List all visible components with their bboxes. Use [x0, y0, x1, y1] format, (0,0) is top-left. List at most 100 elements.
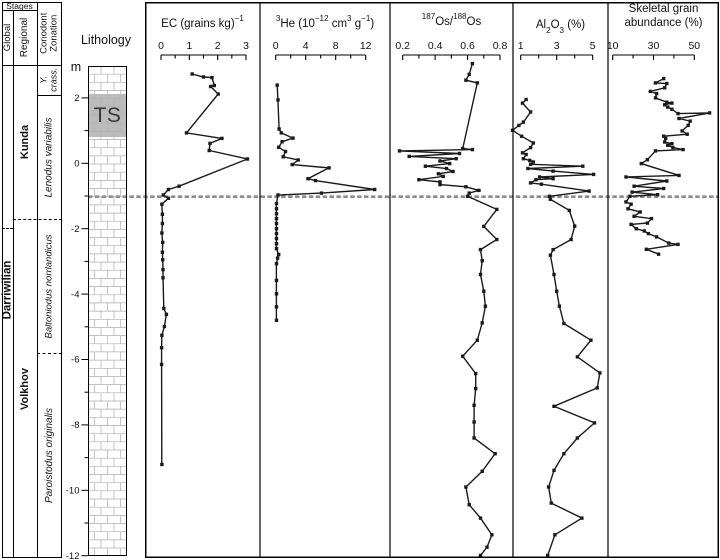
al2o3-data-point — [575, 436, 580, 440]
os-data-point — [495, 207, 499, 212]
he-title-part: ) — [370, 17, 375, 30]
skeletal-title-part: abundance (%) — [624, 17, 703, 30]
al2o3-title-part: 2 — [546, 25, 551, 35]
os-tick-label: 0.4 — [428, 40, 443, 52]
skeletal-data-point — [655, 193, 660, 197]
al2o3-title-part: (%) — [564, 19, 586, 31]
skeletal-data-point — [676, 111, 680, 116]
al2o3-data-point — [587, 189, 591, 193]
al2o3-title-part: O — [550, 19, 560, 31]
he-data-point — [275, 256, 280, 260]
ec-tick-label: 3 — [243, 40, 249, 52]
al2o3-data-point — [520, 101, 525, 105]
os-data-point — [464, 185, 468, 189]
al2o3-data-point — [537, 175, 542, 179]
regional-stage-kunda: Kunda — [13, 65, 36, 219]
kunda-label: Kunda — [18, 124, 31, 160]
al2o3-data-point — [539, 182, 544, 186]
he-data-point — [296, 158, 300, 162]
ec-data-point — [207, 148, 211, 153]
os-data-point — [464, 78, 468, 82]
os-data-point — [438, 182, 442, 187]
he-curve — [274, 83, 377, 322]
ec-tick-label: 1 — [186, 40, 192, 52]
os-data-point — [493, 452, 497, 456]
os-data-point — [467, 72, 471, 77]
al2o3-data-point — [575, 355, 580, 359]
al2o3-data-point — [573, 224, 577, 228]
he-title-part: −12 — [314, 14, 329, 24]
os-data-point — [472, 420, 476, 424]
global-stage-darriwilian: Darriwilian — [2, 230, 14, 350]
ts-label: TS — [93, 103, 122, 127]
skeletal-data-point — [662, 186, 666, 191]
he-data-point — [274, 207, 279, 211]
he-axis: 0 4 8 12 — [273, 40, 372, 60]
he-tick-label: 8 — [333, 40, 339, 52]
os-data-point — [485, 545, 489, 549]
skeletal-data-point — [654, 235, 659, 239]
os-data-point — [451, 169, 455, 174]
ec-data-point — [160, 212, 165, 216]
ec-data-point — [161, 276, 165, 280]
ec-data-point — [184, 131, 189, 135]
he-data-point — [275, 83, 279, 87]
os-data-point — [480, 469, 484, 473]
depth-tick-label: -2 — [71, 224, 79, 235]
he-data-point — [274, 262, 279, 266]
al2o3-data-point — [528, 162, 533, 166]
skeletal-data-point — [670, 107, 674, 111]
os-data-point — [478, 272, 483, 277]
ec-tick-label: 0 — [158, 40, 164, 52]
he-data-point — [274, 278, 279, 283]
os-data-point — [475, 338, 479, 342]
skeletal-data-point — [666, 105, 670, 109]
os-data-point — [495, 237, 499, 242]
skeletal-data-point — [671, 145, 675, 150]
global-header-label: Global — [2, 23, 14, 52]
ec-data-point — [161, 258, 165, 262]
skeletal-data-point — [653, 96, 658, 100]
he-data-point — [274, 305, 279, 309]
skeletal-axis: 10 30 50 — [607, 40, 700, 60]
he-title-part: −1 — [361, 14, 371, 24]
skeletal-data-point — [646, 231, 651, 236]
he-data-point — [327, 166, 331, 170]
os-data-point — [472, 403, 476, 407]
ec-data-point — [160, 231, 164, 235]
he-data-point — [319, 191, 324, 195]
norrlandicus-label: Baltoniodus norrlandicus — [44, 233, 56, 339]
ec-data-point — [160, 221, 165, 226]
os-data-point — [480, 259, 484, 263]
os-data-point — [454, 157, 458, 161]
depth-tick-label: 0 — [74, 159, 79, 170]
al2o3-title-part: 3 — [559, 25, 565, 35]
os-data-point — [475, 81, 479, 85]
ec-data-point — [166, 196, 171, 200]
ec-data-point — [160, 250, 165, 254]
al2o3-data-point — [562, 452, 566, 456]
he-title-part: g — [351, 17, 362, 30]
os-axis: 0.2 0.4 0.6 0.8 — [395, 40, 507, 60]
skeletal-data-point — [665, 179, 669, 183]
ec-data-point — [160, 462, 164, 467]
depth-tick-label: -4 — [71, 289, 79, 300]
skeletal-data-point — [645, 221, 650, 225]
he-data-point — [306, 177, 310, 181]
al2o3-title: Al2O3 (%) — [486, 18, 636, 35]
skeletal-data-point — [670, 101, 674, 105]
skeletal-data-point — [681, 147, 685, 152]
os-data-point — [417, 178, 421, 182]
skeletal-data-point — [680, 129, 684, 133]
os-title-part: 187 — [421, 12, 436, 22]
os-data-point — [397, 149, 402, 153]
ec-data-point — [220, 136, 224, 141]
al2o3-data-point — [521, 157, 526, 161]
depth-scale: 2 0 -2 -4 -6 -8 -10 -12 m — [66, 60, 88, 560]
skeletal-tick-label: 30 — [648, 40, 660, 52]
os-data-point — [423, 164, 428, 168]
os-data-point — [474, 371, 478, 376]
he-data-point — [279, 131, 283, 135]
ec-data-point — [164, 312, 169, 317]
